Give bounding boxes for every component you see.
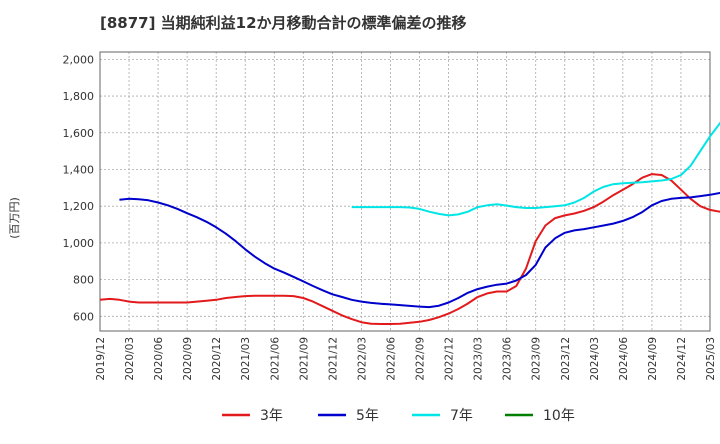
x-tick-label: 2022/12 (444, 337, 456, 381)
x-tick-label: 2021/09 (298, 337, 310, 381)
x-tick-label: 2024/12 (676, 337, 688, 381)
series-line-0 (99, 173, 720, 325)
x-tick-label: 2023/09 (531, 337, 543, 381)
series-line-2 (351, 121, 720, 217)
x-tick-label: 2022/03 (356, 337, 368, 381)
x-tick-label: 2020/12 (211, 337, 223, 381)
y-tick-label: 1,400 (63, 163, 95, 176)
series-lines (99, 121, 720, 325)
x-tick-label: 2021/12 (327, 337, 339, 381)
x-tick-label: 2023/06 (502, 337, 514, 381)
x-tick-label: 2025/03 (705, 337, 717, 381)
x-tick-label: 2024/03 (589, 337, 601, 381)
y-tick-label: 2,000 (63, 53, 95, 66)
y-tick-label: 600 (73, 310, 94, 323)
legend-label: 5年 (356, 408, 379, 424)
y-tick-label: 1,200 (63, 200, 95, 213)
chart-title: [8877] 当期純利益12か月移動合計の標準偏差の推移 (100, 14, 467, 32)
x-tick-label: 2023/03 (473, 337, 485, 381)
legend-label: 7年 (450, 408, 473, 424)
x-tick-label: 2023/12 (560, 337, 572, 381)
x-tick-label: 2020/09 (182, 337, 194, 381)
x-tick-label: 2019/12 (95, 337, 107, 381)
plot-frame (99, 51, 711, 332)
x-tick-label: 2022/06 (385, 337, 397, 381)
legend-label: 3年 (260, 408, 283, 424)
y-axis-label: (百万円) (8, 197, 21, 239)
legend: 3年 5年 7年 10年 (222, 408, 575, 424)
x-tick-label: 2022/09 (415, 337, 427, 381)
y-tick-label: 1,800 (63, 90, 95, 103)
series-line-1 (119, 191, 720, 309)
x-tick-label: 2024/09 (647, 337, 659, 381)
grid-lines (99, 52, 711, 331)
x-tick-label: 2020/03 (124, 337, 136, 381)
y-tick-label: 800 (73, 274, 94, 287)
y-tick-label: 1,000 (63, 237, 95, 250)
x-tick-label: 2020/06 (153, 337, 165, 381)
y-tick-label: 1,600 (63, 127, 95, 140)
axes: 2019/12 2020/03 2020/06 2020/09 2020/12 2021/… (63, 51, 717, 381)
x-tick-label: 2021/03 (240, 337, 252, 381)
legend-label: 10年 (543, 408, 575, 424)
x-tick-label: 2021/06 (269, 337, 281, 381)
x-tick-label: 2024/06 (618, 337, 630, 381)
